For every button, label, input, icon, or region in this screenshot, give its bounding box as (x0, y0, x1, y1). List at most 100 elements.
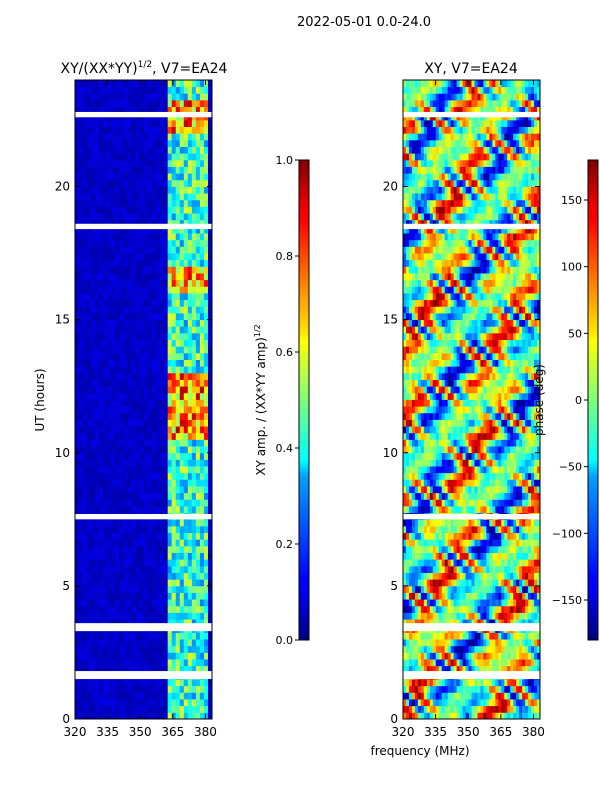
phase-cell (528, 686, 531, 693)
phase-cell (448, 712, 451, 719)
amp-cell (75, 686, 79, 693)
amp-cell (95, 406, 99, 413)
phase-cell (418, 686, 421, 693)
phase-cell (460, 553, 463, 560)
phase-cell (457, 493, 460, 500)
amp-cell (91, 160, 95, 167)
phase-cell (436, 546, 439, 553)
amp-cell (152, 93, 156, 100)
amp-cell (119, 80, 123, 87)
phase-cell (531, 599, 534, 606)
amp-cell (75, 180, 79, 187)
phase-cell (474, 613, 477, 620)
phase-cell (528, 613, 531, 620)
phase-cell (507, 679, 510, 686)
amp-cell (79, 539, 83, 546)
phase-cell (454, 546, 457, 553)
phase-cell (528, 679, 531, 686)
phase-cell (451, 593, 454, 600)
amp-cell (139, 519, 143, 526)
amp-cell (144, 87, 148, 94)
amp-cell (184, 306, 188, 313)
amp-cell (95, 686, 99, 693)
amp-cell (144, 193, 148, 200)
amp-cell (135, 200, 139, 207)
amp-cell (192, 380, 196, 387)
amp-cell (176, 147, 180, 154)
amp-cell (83, 233, 87, 240)
amp-cell (200, 173, 204, 180)
amp-cell (188, 553, 192, 560)
amp-cell (99, 506, 103, 513)
amp-cell (135, 326, 139, 333)
amp-cell (156, 586, 160, 593)
amp-cell (95, 479, 99, 486)
amp-cell (99, 313, 103, 320)
amp-cell (144, 246, 148, 253)
phase-cell (451, 652, 454, 659)
amp-cell (176, 606, 180, 613)
amp-cell (83, 486, 87, 493)
amp-cell (184, 533, 188, 540)
amp-cell (87, 147, 91, 154)
amp-cell (176, 433, 180, 440)
amp-cell (180, 606, 184, 613)
phase-cell (418, 566, 421, 573)
amp-cell (131, 499, 135, 506)
amp-cell (144, 546, 148, 553)
amp-cell (107, 613, 111, 620)
amp-cell (115, 180, 119, 187)
phase-cell (415, 533, 418, 540)
amp-cell (119, 613, 123, 620)
amp-cell (87, 459, 91, 466)
amp-cell (156, 393, 160, 400)
amp-cell (172, 632, 176, 639)
amp-cell (164, 479, 168, 486)
amp-cell (111, 659, 115, 666)
phase-cell (501, 533, 504, 540)
amp-cell (200, 280, 204, 287)
amp-cell (196, 173, 200, 180)
amp-cell (135, 473, 139, 480)
amp-cell (103, 246, 107, 253)
amp-cell (188, 579, 192, 586)
phase-cell (451, 646, 454, 653)
phase-cell (415, 493, 418, 500)
amp-cell (115, 160, 119, 167)
amp-cell (196, 133, 200, 140)
phase-cell (513, 613, 516, 620)
amp-cell (180, 499, 184, 506)
phase-cell (460, 506, 463, 513)
phase-cell (525, 539, 528, 546)
phase-cell (480, 493, 483, 500)
amp-cell (200, 300, 204, 307)
phase-cell (510, 506, 513, 513)
amp-cell (87, 386, 91, 393)
phase-cell (466, 566, 469, 573)
phase-cell (510, 486, 513, 493)
amp-cell (196, 406, 200, 413)
amp-cell (95, 346, 99, 353)
phase-cell (534, 526, 537, 533)
amp-cell (176, 393, 180, 400)
amp-cell (204, 286, 208, 293)
amp-cell (200, 286, 204, 293)
amp-cell (152, 120, 156, 127)
amp-cell (99, 353, 103, 360)
amp-cell (188, 200, 192, 207)
amp-cell (148, 506, 152, 513)
amp-cell (83, 213, 87, 220)
amp-cell (180, 446, 184, 453)
phase-cell (522, 526, 525, 533)
phase-cell (451, 699, 454, 706)
amp-cell (91, 386, 95, 393)
phase-cell (454, 586, 457, 593)
amp-cell (83, 173, 87, 180)
amp-cell (156, 712, 160, 719)
amp-cell (192, 127, 196, 134)
amp-cell (123, 386, 127, 393)
amp-cell (123, 346, 127, 353)
amp-ytick-label: 15 (55, 313, 70, 327)
amp-cell (99, 486, 103, 493)
amp-cell (127, 280, 131, 287)
